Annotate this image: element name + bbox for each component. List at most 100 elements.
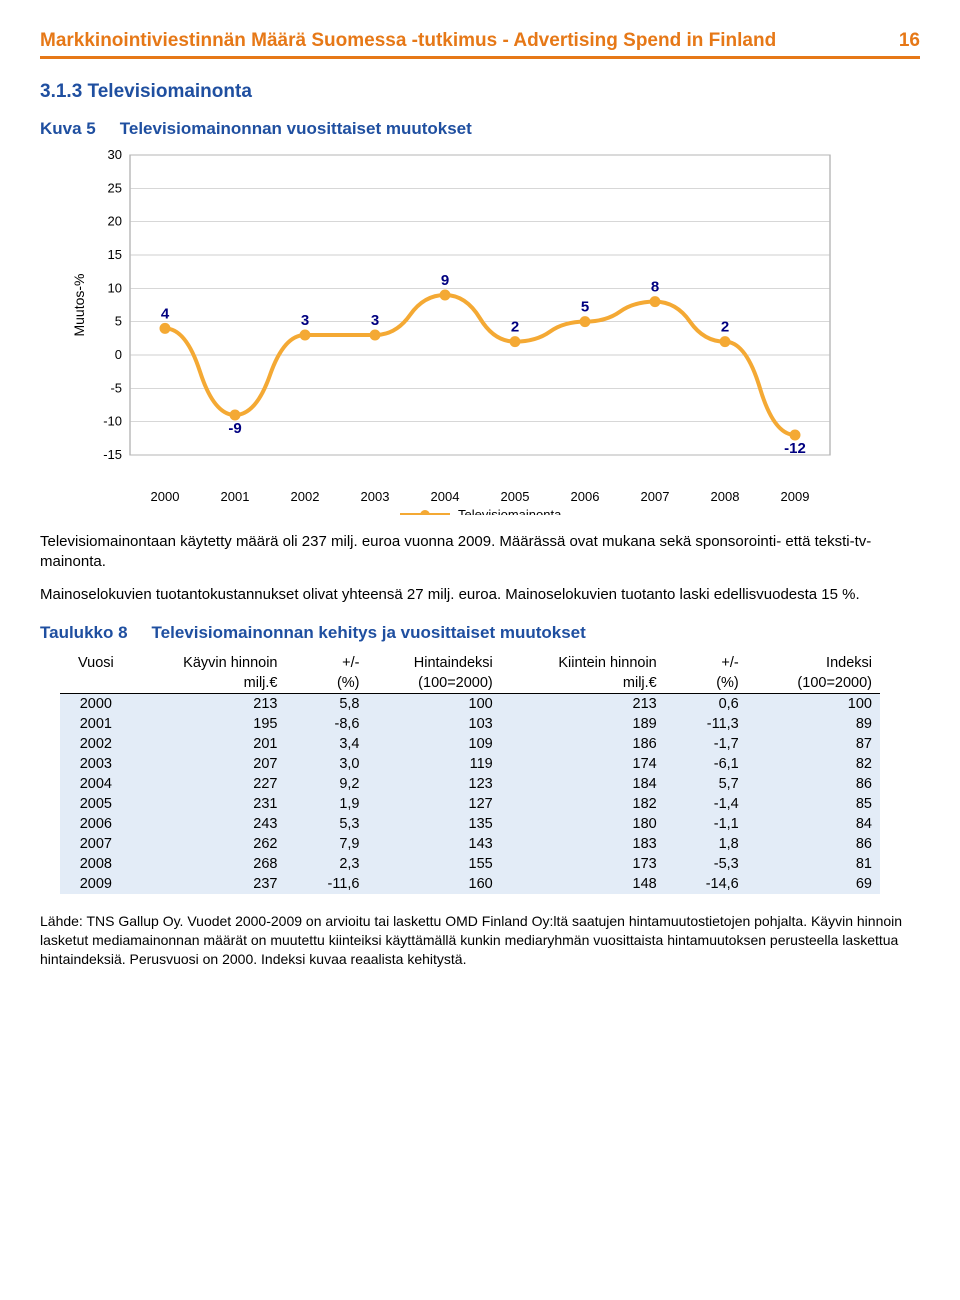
table-cell: -5,3 (665, 854, 747, 874)
table-heading-row: Taulukko 8 Televisiomainonnan kehitys ja… (40, 623, 920, 643)
table-cell: 2005 (60, 794, 132, 814)
svg-text:-5: -5 (110, 380, 122, 395)
table-cell: 135 (368, 814, 501, 834)
figure-label: Kuva 5 (40, 119, 96, 139)
table-cell: 213 (501, 693, 665, 714)
table-cell: 5,3 (286, 814, 368, 834)
table-cell: 69 (747, 874, 880, 894)
table-row: 20042279,21231845,786 (60, 774, 880, 794)
header-title: Markkinointiviestinnän Määrä Suomessa -t… (40, 30, 776, 52)
table-header-cell: +/- (665, 653, 747, 673)
table-cell: 173 (501, 854, 665, 874)
table-header-cell: +/- (286, 653, 368, 673)
figure-title: Televisiomainonnan vuosittaiset muutokse… (120, 119, 472, 139)
table-cell: 183 (501, 834, 665, 854)
table-cell: 237 (132, 874, 286, 894)
table-row: 20082682,3155173-5,381 (60, 854, 880, 874)
table-cell: -1,7 (665, 734, 747, 754)
svg-text:2000: 2000 (151, 489, 180, 504)
table-cell: 3,0 (286, 754, 368, 774)
table-cell: -1,4 (665, 794, 747, 814)
table-cell: 195 (132, 714, 286, 734)
table-cell: 2003 (60, 754, 132, 774)
table-cell: 100 (368, 693, 501, 714)
table-cell: 148 (501, 874, 665, 894)
table-cell: 103 (368, 714, 501, 734)
table-cell: 180 (501, 814, 665, 834)
table-cell: 81 (747, 854, 880, 874)
header-rule (40, 56, 920, 59)
svg-text:2004: 2004 (431, 489, 460, 504)
table-cell: 143 (368, 834, 501, 854)
svg-text:30: 30 (108, 147, 122, 162)
table-cell: 155 (368, 854, 501, 874)
svg-text:0: 0 (115, 347, 122, 362)
table-row: 20032073,0119174-6,182 (60, 754, 880, 774)
section-heading: 3.1.3 Televisiomainonta (40, 81, 920, 103)
table-cell: 2004 (60, 774, 132, 794)
table-row: 20062435,3135180-1,184 (60, 814, 880, 834)
table-cell: 189 (501, 714, 665, 734)
table-cell: 9,2 (286, 774, 368, 794)
svg-text:-15: -15 (103, 447, 122, 462)
svg-text:-10: -10 (103, 414, 122, 429)
table-header-cell: Hintaindeksi (368, 653, 501, 673)
table-cell: 100 (747, 693, 880, 714)
table-cell: 268 (132, 854, 286, 874)
line-chart: -15-10-505101520253020002001200220032004… (60, 145, 840, 515)
svg-text:20: 20 (108, 214, 122, 229)
svg-text:9: 9 (441, 272, 449, 289)
table-cell: 86 (747, 774, 880, 794)
svg-text:3: 3 (301, 312, 309, 329)
table-row: 2001195-8,6103189-11,389 (60, 714, 880, 734)
body-paragraph-1: Televisiomainontaan käytetty määrä oli 2… (40, 532, 920, 573)
table-header-cell: (%) (665, 673, 747, 694)
table-cell: -1,1 (665, 814, 747, 834)
table-cell: 119 (368, 754, 501, 774)
table-cell: 82 (747, 754, 880, 774)
table-cell: -8,6 (286, 714, 368, 734)
table-cell: -11,6 (286, 874, 368, 894)
table-cell: 0,6 (665, 693, 747, 714)
table-cell: 174 (501, 754, 665, 774)
page-header: Markkinointiviestinnän Määrä Suomessa -t… (40, 30, 920, 52)
table-cell: 184 (501, 774, 665, 794)
table-row: 20002135,81002130,6100 (60, 693, 880, 714)
table-cell: 2002 (60, 734, 132, 754)
table-header-cell: milj.€ (132, 673, 286, 694)
svg-text:2005: 2005 (501, 489, 530, 504)
table-cell: 160 (368, 874, 501, 894)
table-cell: 89 (747, 714, 880, 734)
table-header-cell: milj.€ (501, 673, 665, 694)
svg-text:5: 5 (115, 314, 122, 329)
table-cell: 213 (132, 693, 286, 714)
table-header-cell: Kiintein hinnoin (501, 653, 665, 673)
table-cell: -14,6 (665, 874, 747, 894)
table-label: Taulukko 8 (40, 623, 128, 643)
table-row: 20052311,9127182-1,485 (60, 794, 880, 814)
table-cell: 1,9 (286, 794, 368, 814)
svg-text:2008: 2008 (711, 489, 740, 504)
table-cell: 2,3 (286, 854, 368, 874)
chart-container: -15-10-505101520253020002001200220032004… (60, 145, 920, 518)
table-cell: 109 (368, 734, 501, 754)
svg-text:8: 8 (651, 279, 659, 296)
data-table: VuosiKäyvin hinnoin+/-HintaindeksiKiinte… (60, 653, 880, 894)
table-cell: 7,9 (286, 834, 368, 854)
table-header-cell: Käyvin hinnoin (132, 653, 286, 673)
table-cell: 127 (368, 794, 501, 814)
svg-text:Muutos-%: Muutos-% (71, 273, 87, 336)
table-cell: 207 (132, 754, 286, 774)
table-cell: 2001 (60, 714, 132, 734)
svg-text:10: 10 (108, 280, 122, 295)
table-cell: 5,8 (286, 693, 368, 714)
table-row: 2009237-11,6160148-14,669 (60, 874, 880, 894)
table-cell: 2008 (60, 854, 132, 874)
table-cell: -6,1 (665, 754, 747, 774)
table-cell: 87 (747, 734, 880, 754)
table-cell: 86 (747, 834, 880, 854)
svg-text:5: 5 (581, 299, 589, 316)
table-cell: 85 (747, 794, 880, 814)
svg-text:2: 2 (511, 319, 519, 336)
table-cell: 84 (747, 814, 880, 834)
